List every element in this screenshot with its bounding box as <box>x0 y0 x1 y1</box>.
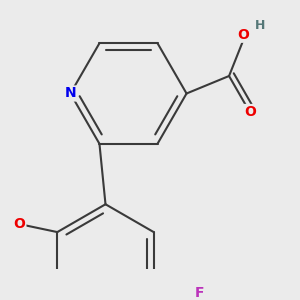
Text: O: O <box>238 28 250 42</box>
Text: H: H <box>255 19 266 32</box>
Text: N: N <box>64 86 76 100</box>
Text: F: F <box>194 286 204 300</box>
Text: O: O <box>244 105 256 119</box>
Text: O: O <box>14 217 26 231</box>
